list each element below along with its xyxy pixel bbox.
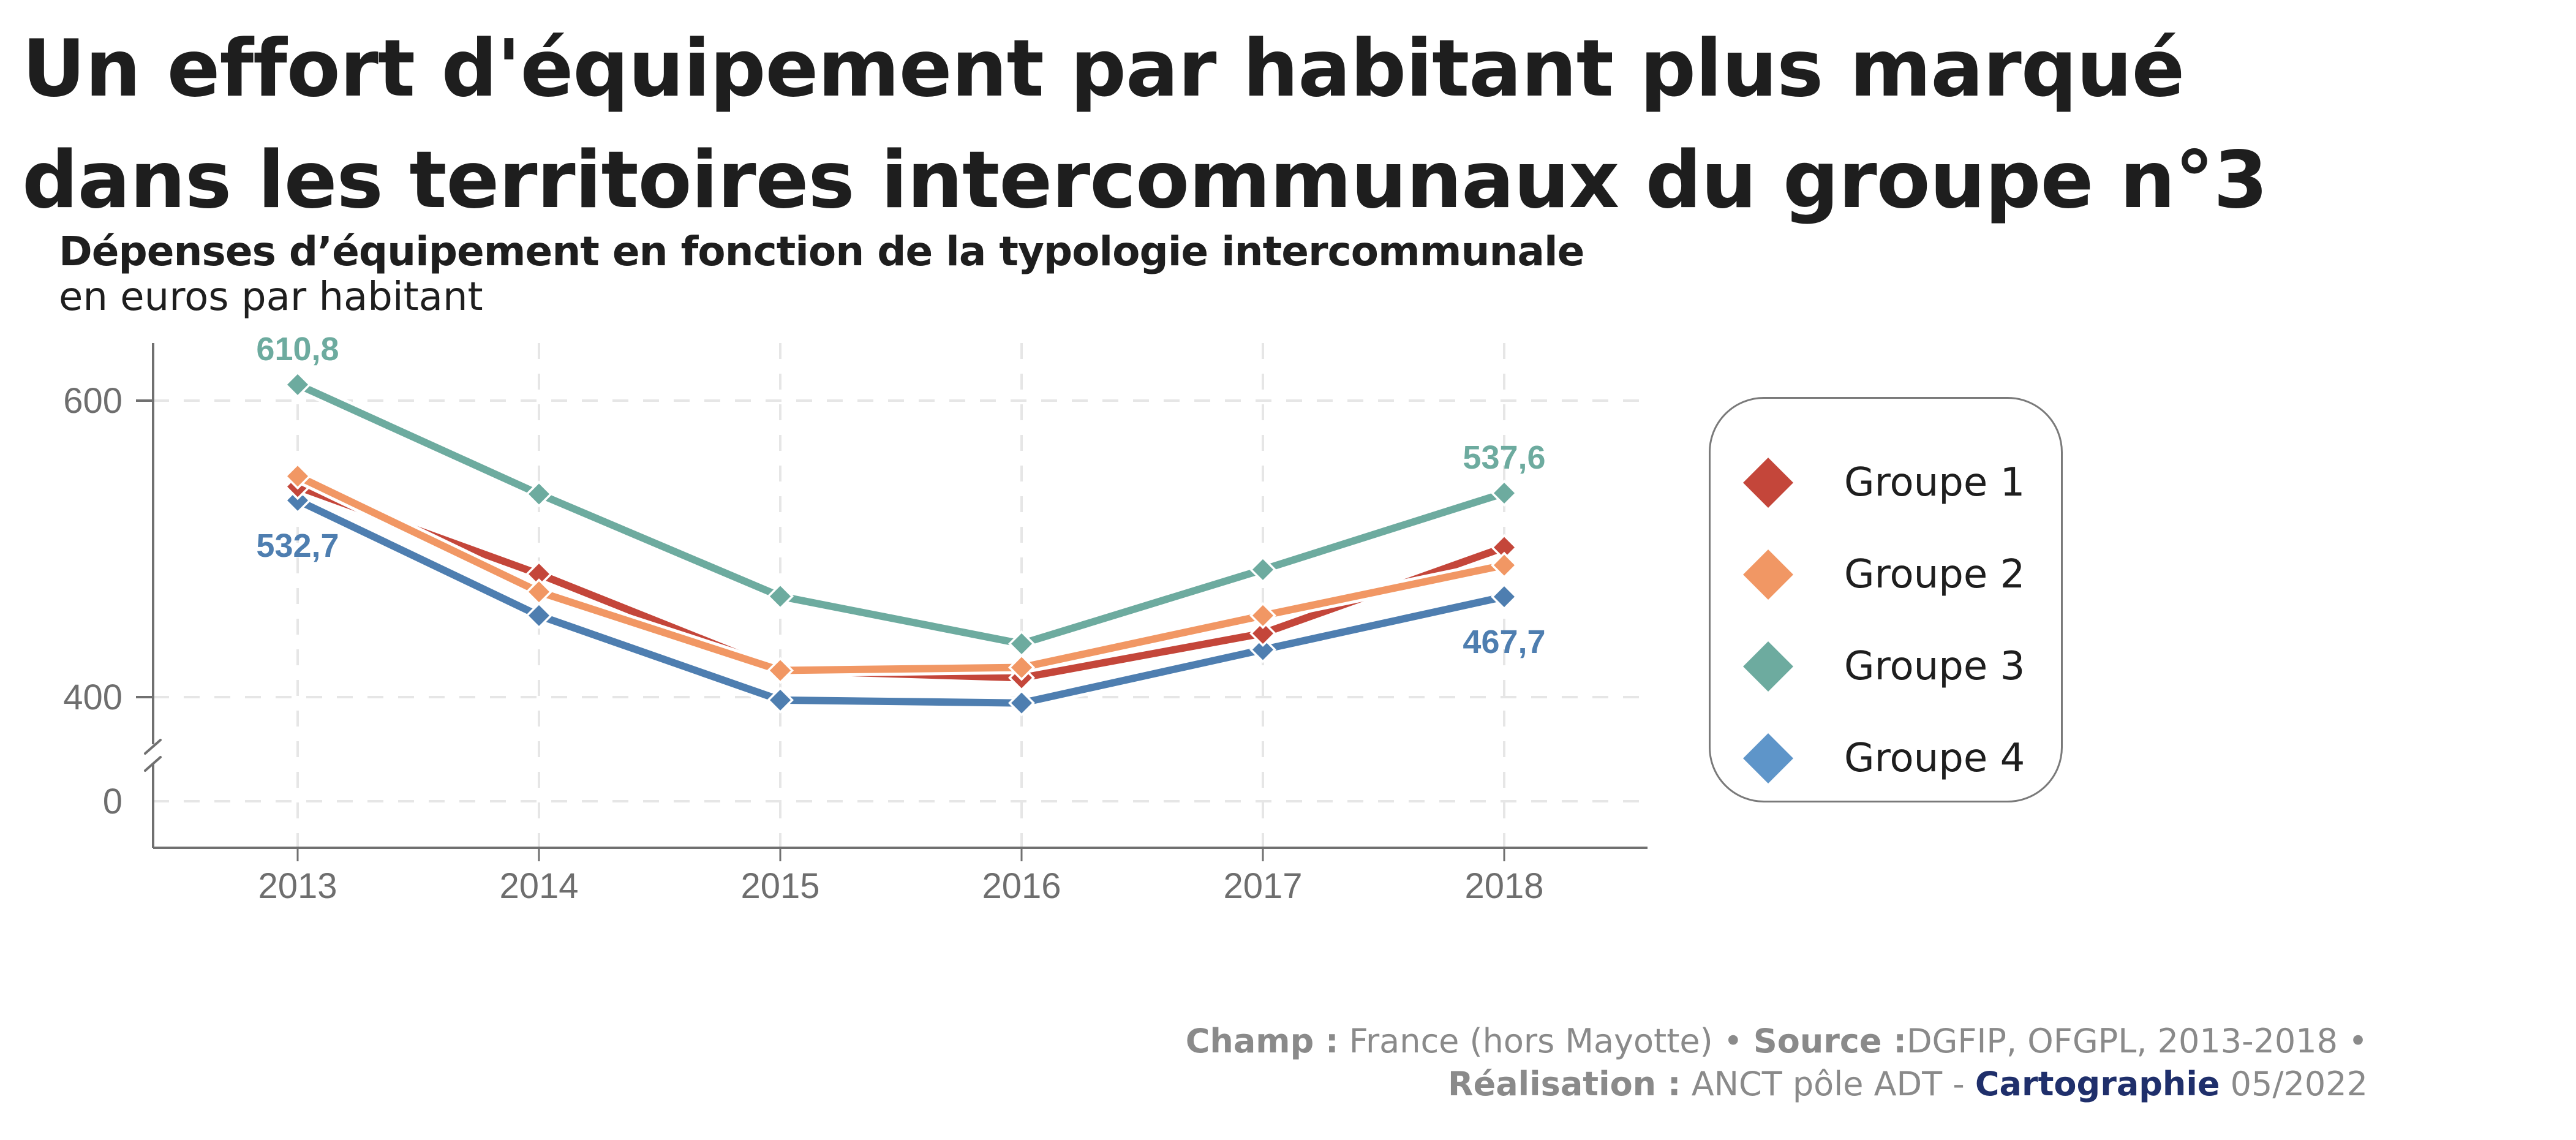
diamond-icon <box>1742 733 1794 784</box>
chart-subtitle: Dépenses d’équipement en fonction de la … <box>59 228 1584 275</box>
realisation-label: Réalisation : <box>1448 1065 1681 1103</box>
diamond-icon <box>1742 549 1794 600</box>
diamond-icon <box>1742 457 1794 508</box>
data-point-groupe-4 <box>529 605 549 626</box>
x-tick-label: 2014 <box>499 866 578 906</box>
legend-item-groupe-4: Groupe 4 <box>1711 733 2025 784</box>
data-point-groupe-2 <box>287 466 308 487</box>
axis-break-mark <box>144 739 162 755</box>
data-point-groupe-3 <box>529 483 549 505</box>
data-point-groupe-3 <box>1252 559 1273 580</box>
chart-title: Un effort d'équipement par habitant plus… <box>22 23 2268 226</box>
legend-label: Groupe 1 <box>1844 460 2025 505</box>
legend-label: Groupe 3 <box>1844 644 2025 689</box>
x-tick-label: 2016 <box>982 866 1061 906</box>
data-point-groupe-1 <box>1252 622 1273 644</box>
labels: 610,8 532,7 537,6 467,7 <box>256 331 1545 660</box>
data-point-groupe-4 <box>770 689 791 711</box>
data-point-groupe-1 <box>529 564 549 585</box>
diamond-icon <box>1742 641 1794 692</box>
footer-line-1: Champ : France (hors Mayotte) • Source :… <box>1186 1022 2368 1060</box>
footer-date: 05/2022 <box>2220 1065 2368 1103</box>
data-point-groupe-4 <box>1011 692 1032 714</box>
footer-line-2: Réalisation : ANCT pôle ADT - Cartograph… <box>1448 1065 2368 1103</box>
champ-value: France (hors Mayotte) • <box>1338 1022 1753 1060</box>
x-tick-label: 2013 <box>258 866 337 906</box>
data-point-groupe-3 <box>1011 633 1032 654</box>
y-tick-label: 600 <box>63 381 122 421</box>
x-tick-label: 2015 <box>740 866 819 906</box>
legend-item-groupe-3: Groupe 3 <box>1711 641 2025 692</box>
data-label: 537,6 <box>1463 439 1545 476</box>
series-lines <box>284 371 1518 717</box>
data-point-groupe-2 <box>1011 657 1032 678</box>
legend-item-groupe-1: Groupe 1 <box>1711 457 2025 508</box>
legend-item-groupe-2: Groupe 2 <box>1711 549 2025 600</box>
data-point-groupe-2 <box>529 581 549 603</box>
source-value: DGFIP, OFGPL, 2013-2018 • <box>1906 1022 2368 1060</box>
data-point-groupe-2 <box>1494 554 1515 576</box>
data-point-groupe-4 <box>1494 586 1515 608</box>
axis-break-mark <box>144 756 162 772</box>
data-point-groupe-2 <box>1252 605 1273 626</box>
y-tick-label: 400 <box>63 678 122 717</box>
data-label: 532,7 <box>256 527 339 564</box>
data-point-groupe-4 <box>1252 639 1273 660</box>
data-point-groupe-3 <box>770 586 791 607</box>
data-label: 467,7 <box>1463 624 1545 660</box>
data-point-groupe-1 <box>1494 537 1515 558</box>
axes: 600 400 0 2013 2014 2015 2016 2017 2018 <box>63 343 1648 906</box>
series-line-groupe-4 <box>296 497 1505 707</box>
realisation-value: ANCT pôle ADT - <box>1681 1065 1975 1103</box>
champ-label: Champ : <box>1185 1022 1339 1060</box>
x-tick-label: 2018 <box>1464 866 1543 906</box>
cartographie-label: Cartographie <box>1975 1065 2220 1103</box>
x-tick-label: 2017 <box>1223 866 1302 906</box>
source-label: Source : <box>1753 1022 1907 1060</box>
data-point-groupe-3 <box>287 374 308 395</box>
data-point-groupe-2 <box>770 660 791 681</box>
legend-label: Groupe 2 <box>1844 552 2025 597</box>
legend: Groupe 1 Groupe 2 Groupe 3 Groupe 4 <box>1709 397 2063 802</box>
y-tick-label: 0 <box>103 782 122 821</box>
series-line-groupe-2 <box>296 473 1505 674</box>
data-point-groupe-3 <box>1494 483 1515 504</box>
legend-label: Groupe 4 <box>1844 736 2025 781</box>
unit-label: en euros par habitant <box>59 274 483 320</box>
series-line-groupe-3 <box>296 381 1505 647</box>
data-label: 610,8 <box>256 331 339 368</box>
